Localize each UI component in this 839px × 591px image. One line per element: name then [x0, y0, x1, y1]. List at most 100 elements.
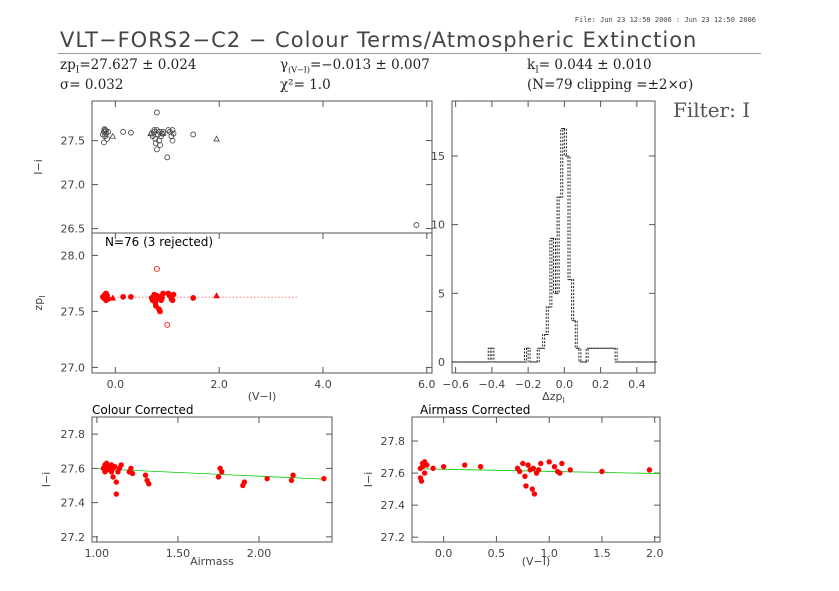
colour-point — [530, 465, 537, 471]
colour-point — [421, 470, 428, 476]
colour-point — [477, 463, 484, 470]
hist-xtick-label: −0.2 — [515, 378, 542, 391]
airmass-xlabel: Airmass — [190, 555, 234, 568]
airmass-xtick-label: 2.00 — [247, 547, 272, 560]
airmass-point — [113, 479, 120, 485]
colour-ytick-label: 27.8 — [381, 435, 406, 448]
hist-xtick-label: 0.4 — [628, 378, 646, 391]
colour-ytick-label: 27.4 — [381, 499, 406, 512]
airmass-xtick-label: 1.50 — [166, 547, 191, 560]
airmass-point — [264, 475, 270, 482]
sigma-stat: σ= 0.032 — [60, 77, 124, 93]
raw-triangle-point — [159, 130, 167, 137]
hist-ytick-label: 5 — [438, 287, 445, 300]
hist-step-line — [452, 127, 655, 363]
gamma-label: γ — [280, 57, 289, 73]
zp-point — [165, 290, 172, 297]
hist-xlabel-sub: I — [562, 396, 564, 405]
raw-ytick-label: 26.5 — [61, 223, 86, 236]
zp-annotation: N=76 (3 rejected) — [105, 235, 213, 249]
raw-point — [190, 131, 197, 138]
zp-triangle-point — [109, 294, 117, 301]
zp-point — [160, 290, 167, 297]
colour-point — [418, 478, 425, 484]
zeropoint-stat: zpI=27.627 ± 0.024 — [60, 57, 196, 76]
zp-ytick-label: 27.0 — [61, 361, 86, 374]
colour-point — [557, 470, 563, 476]
zp-xlabel: (V−I) — [248, 390, 277, 403]
zp-ylabel: zpI — [32, 295, 47, 310]
raw-point — [164, 154, 171, 161]
raw-ytick-label: 27.0 — [61, 179, 86, 192]
zp-xtick-label: 2.0 — [210, 378, 228, 391]
airmass-point — [110, 474, 116, 480]
colour-point — [430, 465, 436, 471]
gamma-value: =−0.013 ± 0.007 — [309, 57, 430, 73]
hist-ytick-label: 0 — [438, 356, 445, 369]
colour-point — [421, 459, 428, 465]
colour-xtick-label: 1.5 — [593, 547, 611, 560]
airmass-xtick-label: 1.00 — [85, 547, 110, 560]
airmass-ytick-label: 27.6 — [61, 462, 86, 475]
airmass-panel-frame — [91, 416, 333, 543]
k-sub: I — [535, 65, 539, 76]
zp-xtick-label: 0.0 — [107, 378, 125, 391]
colour-point — [559, 460, 565, 467]
hist-panel-frame — [451, 100, 656, 374]
raw-point — [170, 130, 177, 137]
airmass-point — [113, 491, 120, 497]
colour-panel-frame — [411, 416, 661, 543]
zp-point — [157, 308, 163, 315]
colour-point — [529, 486, 536, 492]
colour-point — [523, 483, 529, 489]
colour-xtick-label: 2.0 — [646, 547, 664, 560]
raw-point — [104, 135, 110, 142]
airmass-point — [146, 481, 152, 487]
airmass-ytick-label: 27.4 — [61, 497, 86, 510]
colour-point — [522, 473, 528, 479]
raw-triangle-point — [213, 135, 220, 142]
chi2-stat: χ²= 1.0 — [280, 77, 331, 93]
raw-point — [160, 128, 167, 135]
airmass-point — [142, 472, 149, 478]
airmass-fit-line — [96, 468, 324, 480]
zp-point — [169, 297, 176, 304]
zp-point — [190, 295, 197, 301]
raw-ylabel: I−i — [32, 159, 45, 175]
colour-xtick-label: 0.5 — [488, 547, 506, 560]
airmass-point — [288, 477, 295, 484]
colour-point — [567, 467, 573, 473]
colour-point — [531, 491, 538, 497]
zp-xtick-label: 4.0 — [314, 378, 332, 391]
airmass-ytick-label: 27.2 — [61, 531, 86, 544]
zp-point — [170, 291, 177, 298]
filter-label: Filter: I — [673, 98, 751, 122]
zp-point — [105, 296, 111, 302]
zp-rejected-point — [153, 265, 160, 272]
colour-point — [516, 468, 523, 475]
raw-point — [151, 127, 158, 133]
airmass-point — [112, 463, 118, 470]
raw-ytick-label: 27.5 — [61, 135, 86, 148]
title-divider — [58, 53, 761, 54]
colour-ytick-label: 27.6 — [381, 467, 406, 480]
colour-point — [551, 463, 558, 470]
colour-xlabel: (V−I) — [522, 555, 551, 568]
hist-xtick-label: −0.6 — [442, 378, 469, 391]
colour-point — [546, 459, 552, 465]
zp-triangle-point — [213, 292, 220, 299]
raw-point — [128, 129, 134, 136]
zp-value: =27.627 ± 0.024 — [79, 57, 197, 73]
zp-point — [120, 293, 127, 300]
raw-point — [169, 137, 176, 144]
airmass-title: Colour Corrected — [92, 403, 194, 417]
hist-xtick-label: 0.0 — [556, 378, 574, 391]
gamma-sub: (V−I) — [288, 65, 310, 75]
file-info: File: Jun 23 12:50 2006 : Jun 23 12:50 2… — [574, 16, 756, 24]
colour-term-stat: γ(V−I)=−0.013 ± 0.007 — [280, 57, 430, 75]
raw-point — [100, 131, 106, 138]
raw-triangle-point — [147, 130, 154, 137]
raw-point — [120, 128, 127, 135]
raw-point — [153, 109, 160, 116]
